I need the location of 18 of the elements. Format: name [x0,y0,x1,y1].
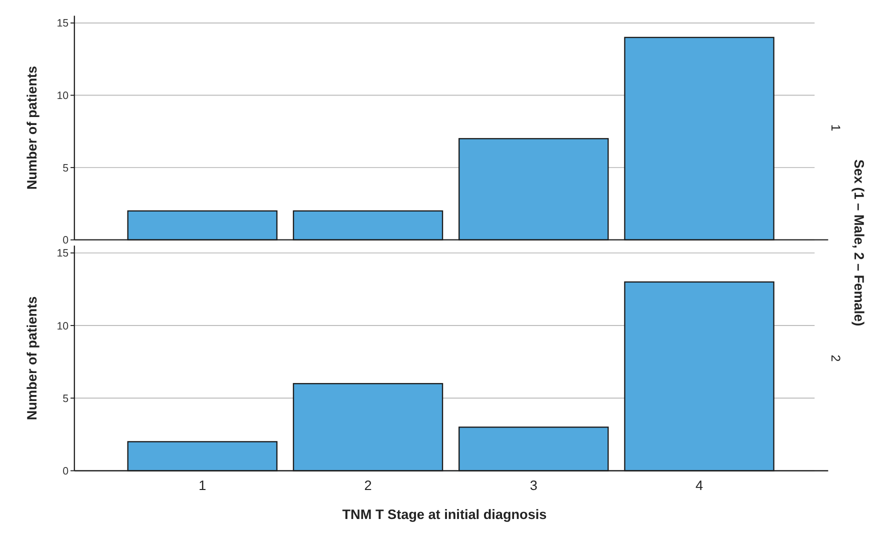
y-axis-title: Number of patients [24,66,40,190]
text: Sex (1 – Male, 2 – Female) [851,159,866,326]
y-axis-title: Number of patients [24,296,40,420]
y-tick-label: 5 [62,162,69,174]
x-tick-label: 2 [364,478,372,494]
y2-axis-title: 2 [828,354,843,362]
x-axis-title: TNM T Stage at initial diagnosis [342,507,547,522]
y-tick-label: 15 [56,248,69,260]
y-tick-label: 10 [56,90,69,102]
y2-axis-title: 1 [828,124,843,132]
y-tick-label: 10 [56,320,69,332]
x-tick-label: 3 [530,478,538,494]
y-tick-label: 0 [62,234,69,247]
x-tick-label: 4 [695,478,704,494]
y-tick-label: 5 [62,392,69,405]
y-tick-label: 0 [62,465,69,478]
x-tick-label: 1 [198,478,206,494]
y-tick-label: 15 [56,18,69,30]
